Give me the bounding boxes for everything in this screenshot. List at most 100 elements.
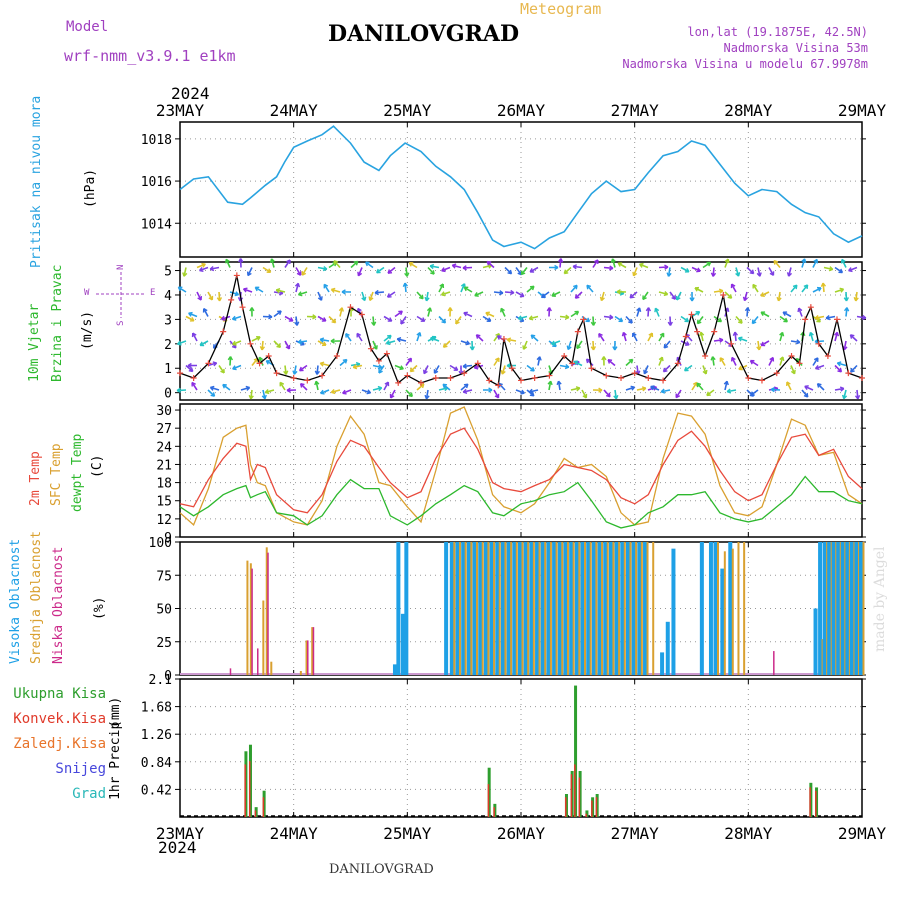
wind-arrow-head — [650, 385, 655, 391]
wind-arrow — [576, 340, 583, 349]
wind-gust-marker — [228, 296, 235, 303]
wind-gust-marker — [788, 353, 795, 360]
model-name: wrf-nmm_v3.9.1 e1km — [64, 47, 236, 65]
wind-arrow — [408, 262, 418, 269]
wind-arrow — [250, 389, 253, 400]
wind-arrow-head — [317, 296, 323, 301]
wind-arrow — [592, 316, 595, 326]
mid-cloud-bar — [652, 542, 655, 675]
wind-arrow-head — [386, 293, 392, 298]
convective-precip-bar — [248, 761, 251, 817]
wind-arrow-head — [220, 368, 225, 374]
y-tick-label: 1.68 — [141, 701, 172, 716]
wind-arrow — [777, 291, 781, 302]
wind-arrow — [691, 310, 701, 318]
wind-arrow — [196, 263, 206, 269]
low-cloud-bar — [229, 668, 232, 675]
wind-gust-marker — [531, 375, 538, 382]
high-cloud-bar — [818, 542, 823, 675]
mid-cloud-bar — [549, 542, 552, 675]
wind-arrow-head — [803, 392, 809, 398]
wind-arrow-head — [292, 370, 298, 375]
wind-gust-marker — [319, 372, 326, 379]
high-cloud-bar — [574, 542, 579, 675]
wind-arrow — [265, 389, 275, 394]
wind-arrow — [475, 334, 484, 342]
wind-arrow — [317, 340, 327, 346]
convective-precip-bar — [595, 797, 598, 817]
wind-arrow — [647, 332, 653, 342]
legend-hail: Grad — [72, 786, 106, 802]
wind-arrow-head — [387, 334, 392, 340]
wind-arrow-head — [266, 268, 272, 273]
wind-arrow — [752, 284, 759, 293]
wind-arrow-head — [760, 311, 766, 317]
y-tick-label: 25 — [156, 636, 172, 651]
high-cloud-bar — [614, 542, 619, 675]
wind-arrow — [493, 291, 504, 294]
high-cloud-bar — [660, 652, 665, 675]
wind-arrow-head — [749, 269, 755, 275]
wind-arrow-head — [551, 292, 556, 297]
wind-arrow — [845, 307, 848, 317]
mid-cloud-bar — [830, 542, 833, 675]
wind-arrow — [460, 383, 469, 391]
date-label-bottom: 27MAY — [611, 824, 660, 843]
wind-arrow — [826, 315, 836, 319]
wind-arrow-head — [498, 290, 504, 296]
footer-station: DANILOVGRAD — [329, 862, 434, 877]
high-cloud-bar — [586, 542, 591, 675]
wind-arrow-head — [609, 265, 614, 271]
wind-arrow — [251, 358, 259, 367]
mid-cloud-bar — [862, 542, 865, 675]
low-cloud-bar — [251, 568, 253, 675]
wind-arrow — [685, 333, 693, 342]
wind-arrow-head — [585, 317, 591, 323]
wind-arrow-head — [803, 284, 809, 289]
mid-cloud-bar — [510, 542, 513, 675]
wind-arrow — [691, 381, 698, 391]
wind-arrow-head — [372, 345, 378, 350]
wind-arrow-head — [574, 294, 580, 299]
wind-arrow-head — [245, 385, 251, 391]
mid-cloud-bar — [487, 542, 490, 675]
wind-arrow — [423, 365, 429, 374]
wind-arrow-head — [839, 386, 845, 392]
mid-cloud-bar — [857, 542, 860, 675]
wind-arrow — [636, 365, 639, 375]
high-cloud-bar — [859, 542, 863, 675]
wind-arrow-head — [816, 383, 822, 388]
y-tick-label: 30 — [156, 404, 172, 419]
mid-cloud-bar — [606, 542, 609, 675]
pressure-line — [179, 125, 863, 250]
wind-arrow-head — [659, 332, 665, 338]
wind-arrow — [779, 332, 784, 342]
mid-cloud-bar — [493, 542, 496, 675]
mid-cloud-bar — [476, 542, 479, 675]
date-label-bottom: 29MAY — [838, 824, 887, 843]
wind-arrow-head — [259, 346, 266, 351]
wind-arrow-head — [613, 394, 619, 400]
wind-gust-marker — [702, 353, 709, 360]
wind-arrow-head — [407, 357, 413, 363]
high-cloud-bar — [392, 664, 397, 675]
wind-arrow — [520, 267, 528, 276]
date-label-bottom: 24MAY — [270, 824, 319, 843]
wind-arrow-head — [418, 294, 424, 300]
wind-arrow-head — [408, 262, 414, 267]
wind-arrow — [639, 263, 649, 269]
mid-cloud-bar — [566, 542, 569, 675]
wind-arrow — [570, 387, 580, 391]
mid-cloud-bar — [635, 542, 638, 675]
wind-arrow-head — [188, 311, 193, 317]
wind-arrow-head — [314, 370, 320, 375]
high-cloud-bar — [478, 542, 483, 675]
y-tick-label: 0.42 — [141, 783, 172, 798]
convective-precip-bar — [574, 764, 576, 817]
wind-arrow — [841, 259, 847, 268]
wind-arrow-head — [399, 365, 404, 371]
wind-arrow-head — [675, 295, 681, 301]
wind-arrow-head — [769, 356, 775, 362]
wind-arrow — [676, 356, 682, 366]
wind-arrow-head — [586, 284, 592, 290]
